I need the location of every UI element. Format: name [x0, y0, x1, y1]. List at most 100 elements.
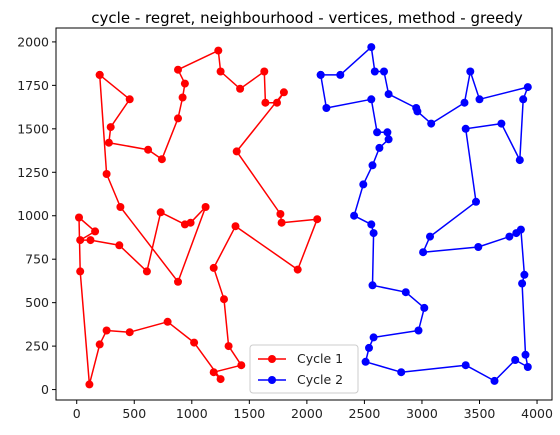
data-point-cycle-1	[214, 46, 223, 55]
data-point-cycle-2	[460, 98, 469, 107]
data-point-cycle-2	[373, 128, 382, 137]
data-point-cycle-1	[276, 210, 285, 218]
data-point-cycle-2	[475, 95, 484, 104]
y-tick-label: 0	[41, 382, 49, 397]
x-tick-label: 2000	[291, 406, 323, 421]
x-axis: 0 500 1000 1500 2000 2500 3000 3500 4000	[73, 400, 553, 421]
data-point-cycle-2	[397, 368, 406, 377]
data-point-cycle-2	[361, 357, 370, 366]
data-point-cycle-2	[380, 67, 388, 76]
y-tick-label: 500	[25, 295, 49, 310]
data-point-cycle-1	[279, 88, 288, 97]
data-point-cycle-2	[369, 229, 378, 238]
x-tick-label: 3000	[406, 406, 438, 421]
data-point-cycle-2	[427, 119, 436, 128]
data-point-cycle-1	[216, 375, 225, 384]
data-point-cycle-2	[375, 143, 384, 152]
legend-marker-cycle-1	[268, 355, 276, 363]
data-point-cycle-2	[350, 211, 359, 220]
data-point-cycle-1	[157, 155, 166, 164]
data-point-cycle-2	[490, 376, 499, 385]
data-point-cycle-1	[216, 67, 225, 76]
data-point-cycle-1	[116, 203, 125, 211]
data-point-cycle-1	[260, 67, 269, 76]
x-tick-label: 4000	[521, 406, 553, 421]
data-point-cycle-2	[336, 70, 345, 79]
data-point-cycle-1	[190, 338, 199, 347]
data-point-cycle-2	[367, 220, 376, 229]
legend-box	[249, 344, 359, 394]
data-point-cycle-2	[523, 83, 532, 92]
legend-marker-cycle-2	[268, 376, 276, 384]
data-point-cycle-2	[515, 156, 524, 165]
data-point-cycle-1	[236, 84, 245, 93]
data-point-cycle-2	[521, 350, 530, 359]
y-tick-label: 250	[25, 339, 49, 354]
x-tick-label: 0	[73, 406, 81, 421]
x-tick-label: 3500	[464, 406, 496, 421]
data-point-cycle-1	[273, 98, 281, 107]
data-point-cycle-2	[466, 67, 475, 76]
legend: Cycle 1 Cycle 2	[249, 344, 359, 394]
data-point-cycle-2	[420, 303, 429, 312]
y-tick-label: 1500	[17, 121, 49, 136]
data-point-cycle-1	[261, 98, 270, 107]
data-point-cycle-1	[106, 123, 115, 132]
data-point-cycle-2	[511, 356, 520, 364]
data-point-cycle-1	[95, 70, 104, 79]
data-point-cycle-2	[419, 248, 428, 257]
data-point-cycle-2	[322, 104, 331, 112]
x-tick-label: 1500	[233, 406, 265, 421]
data-point-cycle-2	[384, 135, 393, 144]
data-point-cycle-1	[186, 218, 195, 227]
legend-label-cycle-2: Cycle 2	[297, 372, 343, 387]
data-point-cycle-2	[370, 67, 379, 76]
data-point-cycle-1	[91, 227, 100, 236]
data-point-cycle-2	[505, 232, 514, 241]
y-tick-label: 2000	[17, 34, 49, 49]
data-point-cycle-2	[365, 343, 373, 352]
data-point-cycle-1	[174, 65, 182, 74]
data-point-cycle-1	[115, 241, 124, 250]
data-point-cycle-1	[201, 203, 210, 211]
data-point-cycle-1	[102, 326, 111, 335]
data-point-cycle-2	[520, 270, 529, 279]
y-axis: 0 250 500 750 1000 1250 1500 1750 2000	[17, 34, 56, 397]
data-point-cycle-2	[413, 107, 422, 116]
data-point-cycle-2	[316, 70, 325, 79]
data-point-cycle-2	[472, 197, 480, 206]
data-point-cycle-1	[231, 222, 240, 231]
data-point-cycle-2	[497, 119, 506, 128]
data-point-cycle-1	[174, 114, 182, 123]
data-point-cycle-1	[142, 267, 151, 276]
data-point-cycle-2	[359, 180, 368, 189]
data-point-cycle-1	[75, 213, 83, 222]
data-point-cycle-2	[401, 288, 410, 297]
chart-title: cycle - regret, neighbourhood - vertices…	[91, 9, 523, 27]
y-tick-label: 1250	[17, 165, 49, 180]
data-point-cycle-2	[519, 95, 528, 104]
data-point-cycle-1	[313, 215, 322, 224]
series-layer	[75, 43, 532, 389]
data-point-cycle-1	[209, 368, 218, 377]
data-point-cycle-2	[518, 279, 527, 288]
data-point-cycle-1	[85, 380, 94, 389]
x-tick-label: 1000	[176, 406, 208, 421]
data-point-cycle-2	[474, 243, 483, 251]
data-point-cycle-2	[367, 43, 376, 52]
y-tick-label: 1000	[17, 208, 49, 223]
data-point-cycle-1	[163, 317, 172, 326]
plot-area	[55, 27, 553, 401]
data-point-cycle-2	[516, 225, 525, 234]
data-point-cycle-1	[104, 138, 113, 147]
data-point-cycle-1	[180, 79, 189, 88]
data-point-cycle-2	[369, 333, 378, 342]
y-tick-label: 750	[25, 252, 49, 267]
data-point-cycle-1	[125, 95, 134, 104]
data-point-cycle-1	[277, 218, 286, 227]
data-point-cycle-1	[125, 328, 134, 337]
data-point-cycle-1	[293, 265, 302, 274]
data-point-cycle-1	[174, 277, 182, 286]
data-point-cycle-2	[414, 326, 423, 335]
